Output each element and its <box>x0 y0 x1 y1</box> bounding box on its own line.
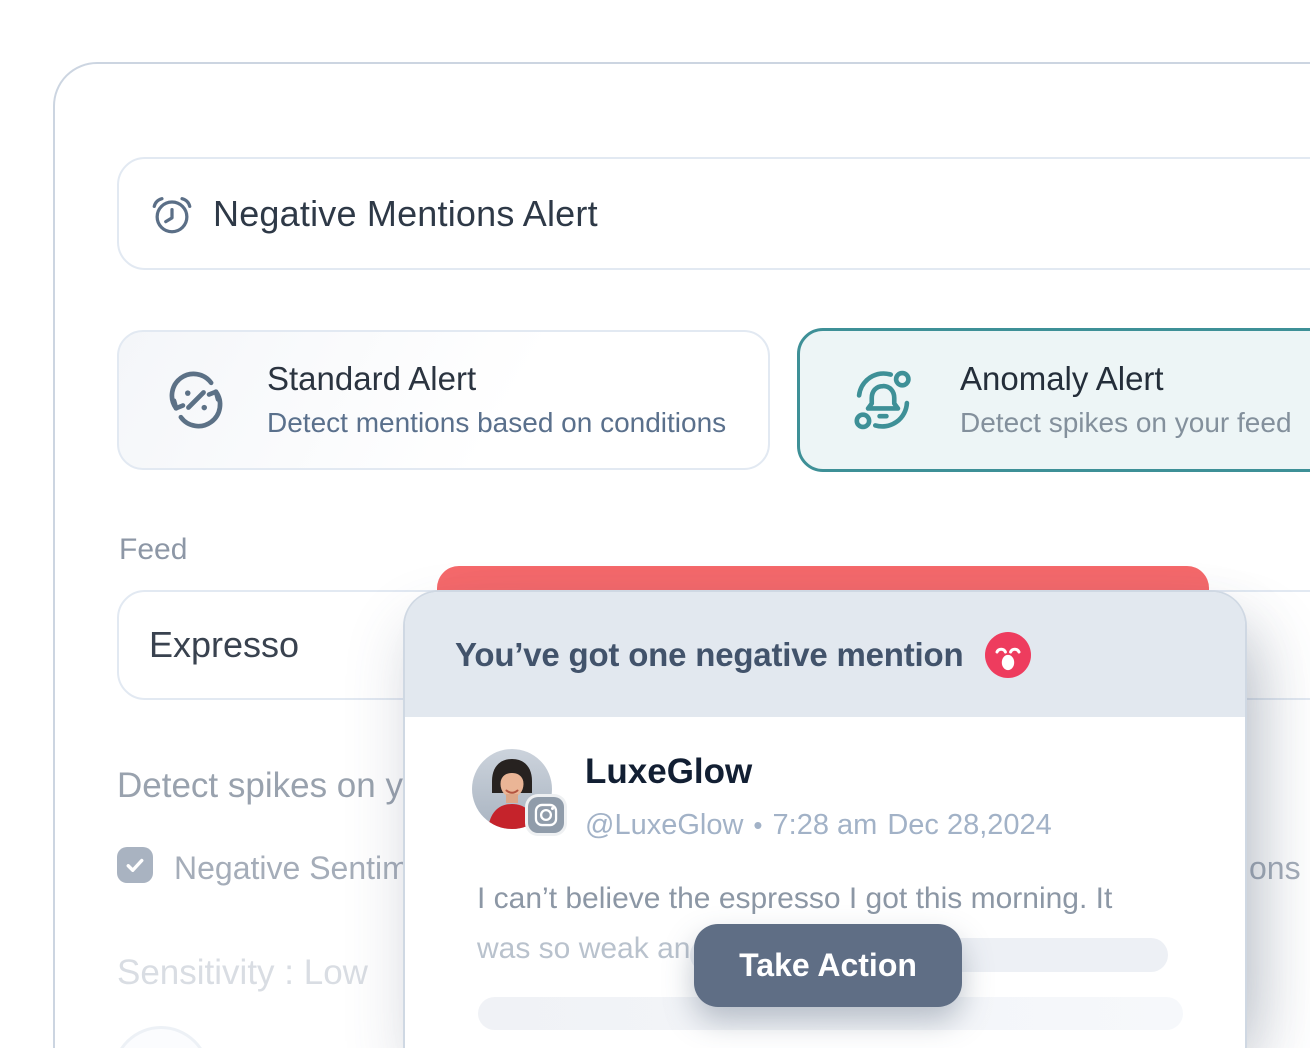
negative-mention-popup: You’ve got one negative mention <box>403 590 1247 1048</box>
alert-name-input[interactable]: Negative Mentions Alert <box>117 157 1310 270</box>
alert-type-subtitle: Detect spikes on your feed <box>960 406 1292 438</box>
alert-type-standard[interactable]: Standard Alert Detect mentions based on … <box>117 330 770 470</box>
negative-sentiment-checkbox[interactable] <box>117 847 153 883</box>
alert-type-subtitle: Detect mentions based on conditions <box>267 406 727 438</box>
popup-header: You’ve got one negative mention <box>405 592 1245 717</box>
feed-value: Expresso <box>149 624 300 665</box>
sad-face-icon <box>985 631 1032 678</box>
mention-date: Dec 28,2024 <box>887 809 1052 841</box>
alert-type-title: Standard Alert <box>267 359 477 397</box>
instagram-icon <box>525 794 567 836</box>
mention-author: LuxeGlow <box>585 752 753 791</box>
popup-title: You’ve got one negative mention <box>455 635 964 673</box>
checkmark-icon <box>123 853 147 877</box>
alert-type-anomaly[interactable]: Anomaly Alert Detect spikes on your feed <box>797 328 1310 472</box>
alert-name-value: Negative Mentions Alert <box>213 192 598 234</box>
feed-label: Feed <box>119 533 188 566</box>
alarm-clock-icon <box>149 191 195 237</box>
take-action-button[interactable]: Take Action <box>694 924 962 1007</box>
meta-separator: • <box>753 810 763 840</box>
mention-meta: @LuxeGlow • 7:28 am Dec 28,2024 <box>585 809 1052 842</box>
label-right-fragment: ons <box>1249 850 1301 886</box>
mention-text-line1: I can’t believe the espresso I got this … <box>477 882 1113 915</box>
mention-text-line2: was so weak an <box>477 932 691 965</box>
bell-network-icon <box>846 363 920 437</box>
mention-handle[interactable]: @LuxeGlow <box>585 809 744 841</box>
mention-time: 7:28 am <box>772 809 878 841</box>
percent-sync-icon <box>163 367 229 433</box>
alert-type-title: Anomaly Alert <box>960 359 1164 397</box>
sensitivity-label: Sensitivity : Low <box>117 953 368 992</box>
